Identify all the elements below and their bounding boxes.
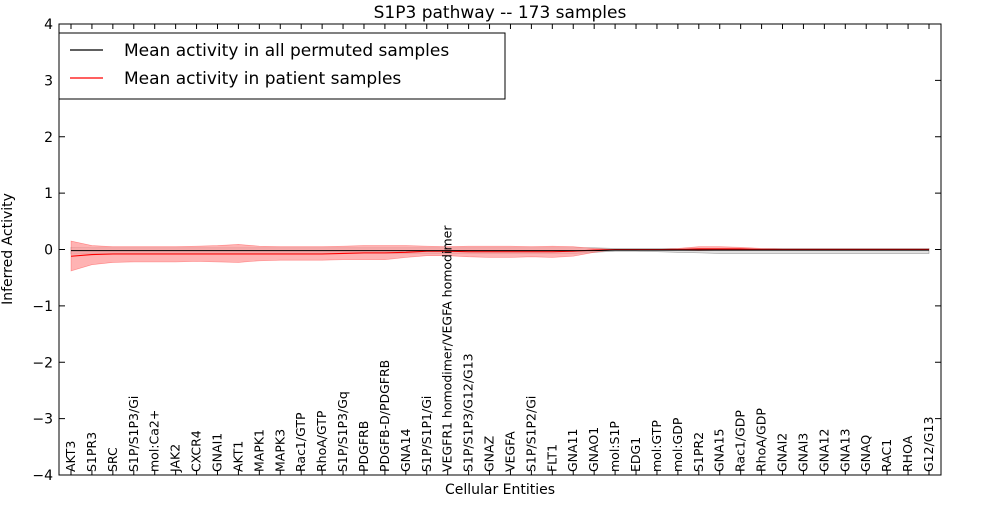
x-tick-label: AKT1 bbox=[230, 441, 245, 472]
x-tick-label: G12/G13 bbox=[921, 417, 936, 472]
legend-frame bbox=[58, 32, 506, 100]
y-tick-label: 3 bbox=[44, 73, 53, 89]
y-axis: −4 −3 −2 −1 0 1 2 3 4 bbox=[32, 17, 941, 484]
x-tick-label: GNA14 bbox=[398, 428, 413, 472]
x-tick-label: mol:S1P bbox=[607, 421, 622, 472]
x-tick-label: RHOA bbox=[900, 435, 915, 472]
confidence-bands bbox=[70, 240, 930, 272]
x-tick-label: GNAI2 bbox=[775, 433, 790, 472]
x-tick-label: MAPK1 bbox=[251, 429, 266, 472]
x-tick-label: GNAO1 bbox=[586, 427, 601, 472]
x-tick-label: SRC bbox=[105, 447, 120, 472]
chart-title: S1P3 pathway -- 173 samples bbox=[374, 3, 627, 23]
x-axis: AKT3 S1PR3 SRC S1P/S1P3/Gi mol:Ca2+ JAK2 CXCR4… bbox=[63, 24, 936, 475]
x-tick-label: GNAI3 bbox=[795, 433, 810, 472]
legend-label-permuted: Mean activity in all permuted samples bbox=[124, 41, 449, 61]
y-tick-label: −4 bbox=[32, 468, 53, 484]
x-tick-label: MAPK3 bbox=[272, 429, 287, 472]
line-series-0 bbox=[71, 249, 929, 252]
y-axis-label: Inferred Activity bbox=[0, 193, 16, 305]
x-tick-label: GNA13 bbox=[837, 429, 852, 473]
x-tick-label: S1PR2 bbox=[691, 432, 706, 472]
x-tick-label: S1P/S1P3/Gi bbox=[126, 396, 141, 472]
x-tick-label: S1P/S1P3/G12/G13 bbox=[461, 353, 476, 472]
x-tick-label: CXCR4 bbox=[189, 430, 204, 472]
x-tick-label: mol:Ca2+ bbox=[147, 410, 162, 472]
legend: Mean activity in all permuted samples Me… bbox=[58, 32, 506, 100]
x-tick-label: GNAZ bbox=[482, 436, 497, 472]
x-tick-label: VEGFR1 homodimer/VEGFA homodimer bbox=[440, 225, 455, 472]
x-tick-label: S1P/S1P1/Gi bbox=[419, 396, 434, 472]
x-tick-label: GNA15 bbox=[712, 429, 727, 473]
y-tick-label: 0 bbox=[44, 243, 53, 259]
x-tick-label: PDGFRB bbox=[356, 421, 371, 472]
x-tick-label: EDG1 bbox=[628, 437, 643, 472]
x-tick-label: AKT3 bbox=[63, 441, 78, 472]
x-tick-label: RhoA/GTP bbox=[314, 410, 329, 472]
band-series-1 bbox=[70, 240, 930, 272]
x-axis-label: Cellular Entities bbox=[445, 482, 555, 498]
legend-label-patient: Mean activity in patient samples bbox=[124, 69, 401, 89]
x-tick-label: S1P/S1P3/Gq bbox=[335, 391, 350, 472]
x-tick-label: VEGFA bbox=[502, 431, 517, 472]
x-tick-label: GNAI1 bbox=[209, 433, 224, 472]
x-tick-label: GNAQ bbox=[858, 435, 873, 472]
y-tick-label: −3 bbox=[32, 412, 53, 428]
x-tick-label: S1PR3 bbox=[84, 432, 99, 472]
series-lines bbox=[70, 248, 929, 257]
x-tick-label: FLT1 bbox=[544, 444, 559, 472]
y-tick-label: −2 bbox=[32, 355, 53, 371]
y-tick-label: −1 bbox=[32, 299, 53, 315]
x-tick-label: Rac1/GTP bbox=[293, 412, 308, 472]
x-tick-label: PDGFB-D/PDGFRB bbox=[377, 360, 392, 472]
x-tick-label: GNA12 bbox=[816, 429, 831, 473]
y-tick-label: 2 bbox=[44, 130, 53, 146]
x-tick-label: RhoA/GDP bbox=[754, 408, 769, 472]
x-tick-label: JAK2 bbox=[168, 444, 183, 473]
x-tick-label: GNA11 bbox=[565, 429, 580, 473]
x-tick-label: mol:GTP bbox=[649, 420, 664, 472]
line-series-1 bbox=[70, 248, 929, 257]
x-tick-label: S1P/S1P2/Gi bbox=[523, 396, 538, 472]
y-tick-label: 4 bbox=[44, 17, 53, 33]
y-tick-label: 1 bbox=[44, 186, 53, 202]
x-tick-label: mol:GDP bbox=[670, 417, 685, 472]
x-tick-label: RAC1 bbox=[879, 439, 894, 472]
x-tick-label: Rac1/GDP bbox=[733, 410, 748, 472]
